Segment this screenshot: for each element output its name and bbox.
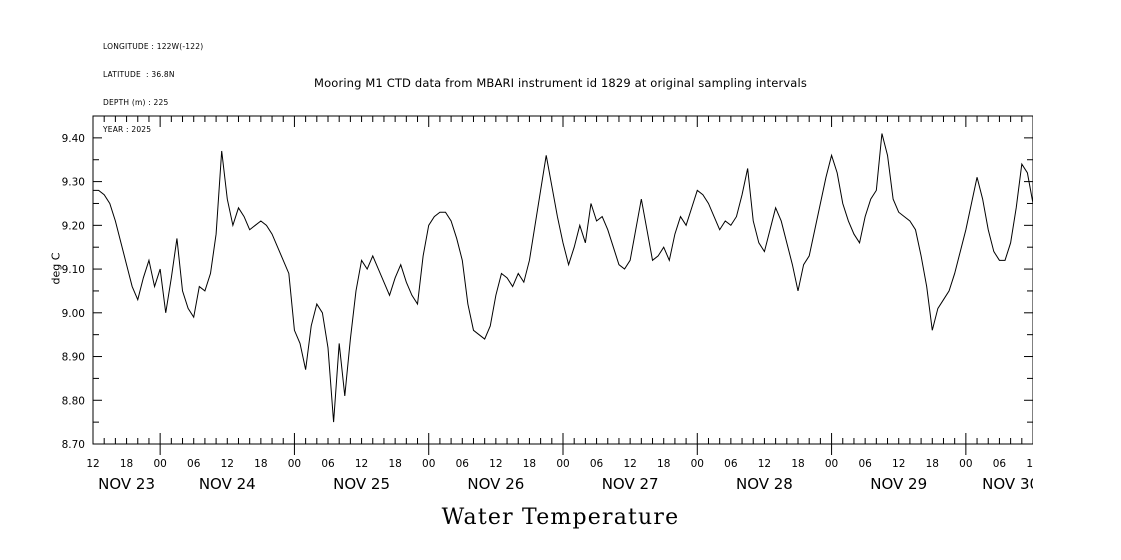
station-metadata: LONGITUDE : 122W(-122) LATITUDE : 36.8N … xyxy=(103,24,203,153)
y-tick-label: 9.20 xyxy=(62,220,85,232)
y-tick-label: 9.10 xyxy=(62,264,85,276)
x-hour-label: 12 xyxy=(86,458,99,470)
x-hour-label: 00 xyxy=(959,458,972,470)
x-hour-label: 12 xyxy=(489,458,502,470)
y-tick-label: 8.90 xyxy=(62,352,85,364)
x-hour-label: 18 xyxy=(791,458,804,470)
data-series-line xyxy=(93,133,1033,423)
x-hour-label: 00 xyxy=(556,458,569,470)
chart-caption: Water Temperature xyxy=(441,505,680,530)
x-day-label: NOV 26 xyxy=(467,475,524,493)
x-hour-label: 18 xyxy=(120,458,133,470)
x-hour-label: 18 xyxy=(926,458,939,470)
x-hour-label: 18 xyxy=(657,458,670,470)
x-hour-label: 06 xyxy=(456,458,470,470)
x-hour-label: 06 xyxy=(321,458,335,470)
x-hour-label: 12 xyxy=(758,458,771,470)
y-tick-label: 8.70 xyxy=(62,439,85,451)
x-day-label: NOV 24 xyxy=(199,475,256,493)
chart-title: Mooring M1 CTD data from MBARI instrumen… xyxy=(314,76,807,90)
plot-frame xyxy=(92,115,1033,445)
x-hour-label: 00 xyxy=(153,458,166,470)
x-day-label: NOV 27 xyxy=(602,475,659,493)
x-hour-label: 06 xyxy=(858,458,872,470)
x-hour-label: 18 xyxy=(254,458,267,470)
x-day-label: NOV 29 xyxy=(870,475,927,493)
x-hour-label: 12 xyxy=(221,458,234,470)
y-tick-label: 8.80 xyxy=(62,395,85,407)
x-day-label: NOV 28 xyxy=(736,475,793,493)
x-hour-label: 00 xyxy=(422,458,435,470)
x-day-label: NOV 25 xyxy=(333,475,390,493)
x-hour-label: 12 xyxy=(355,458,368,470)
x-hour-label: 12 xyxy=(1026,458,1033,470)
x-hour-label: 18 xyxy=(388,458,401,470)
y-tick-label: 9.00 xyxy=(62,308,85,320)
x-hour-label: 12 xyxy=(892,458,905,470)
metadata-depth: DEPTH (m) : 225 xyxy=(103,97,169,107)
x-day-label: NOV 30 xyxy=(982,475,1033,493)
x-hour-label: 00 xyxy=(691,458,704,470)
x-hour-label: 00 xyxy=(288,458,301,470)
x-day-label: NOV 23 xyxy=(98,475,155,493)
chart-plot-area: 9.40 9.30 9.20 9.10 9.00 8.90 8.80 8.70 12 18 00 06… xyxy=(62,115,1033,493)
y-tick-label: 9.30 xyxy=(62,177,85,189)
x-hour-label: 06 xyxy=(724,458,738,470)
y-tick-label: 9.40 xyxy=(62,133,85,145)
x-hour-label: 06 xyxy=(187,458,201,470)
metadata-latitude: LATITUDE : 36.8N xyxy=(103,70,175,80)
metadata-year: YEAR : 2025 xyxy=(103,125,152,135)
x-hour-label: 06 xyxy=(993,458,1007,470)
x-hour-label: 06 xyxy=(590,458,604,470)
metadata-longitude: LONGITUDE : 122W(-122) xyxy=(103,42,204,52)
x-hour-label: 00 xyxy=(825,458,838,470)
x-hour-label: 18 xyxy=(523,458,536,470)
x-hour-label: 12 xyxy=(623,458,636,470)
